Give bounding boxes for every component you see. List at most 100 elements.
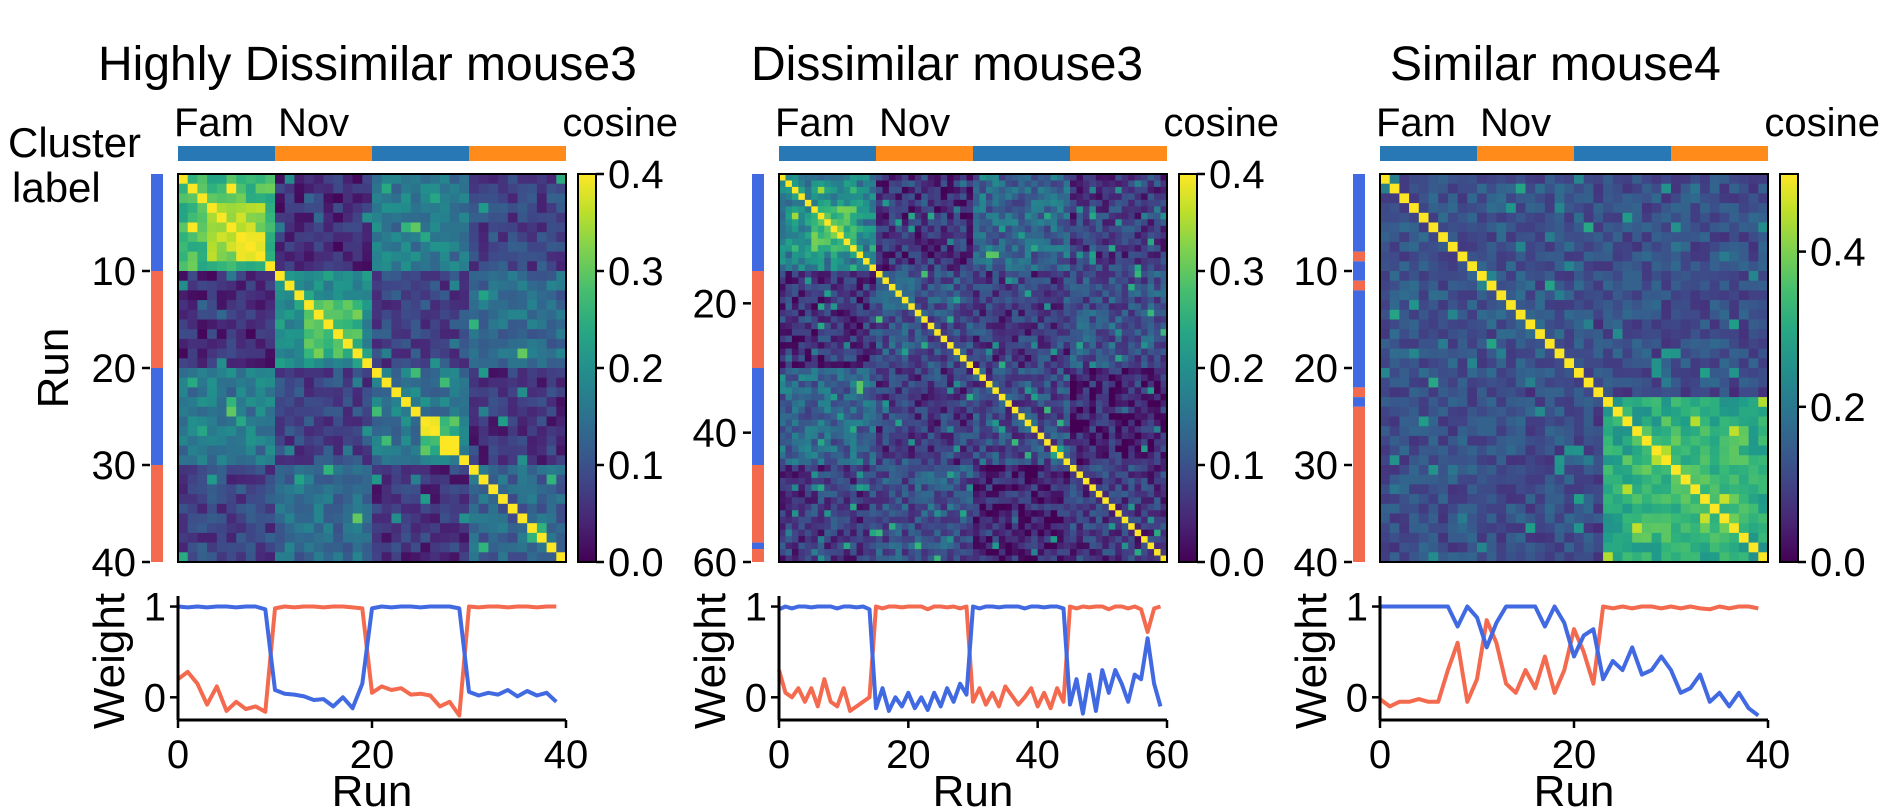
heatmap-cell — [1031, 445, 1039, 453]
heatmap-cell — [798, 283, 806, 291]
heatmap-cell — [498, 455, 509, 466]
heatmap-cell — [843, 283, 851, 291]
heatmap-cell — [245, 319, 257, 330]
heatmap-cell — [882, 329, 890, 337]
heatmap-cell — [236, 183, 247, 194]
heatmap-cell — [333, 358, 344, 369]
heatmap-cell — [779, 471, 787, 479]
heatmap-cell — [1082, 477, 1090, 485]
heatmap-cell — [236, 271, 247, 282]
heatmap-cell — [998, 174, 1006, 182]
heatmap-cell — [1147, 238, 1155, 246]
heatmap-cell — [284, 368, 295, 379]
heatmap-cell — [908, 419, 916, 427]
heatmap-cell — [901, 516, 909, 524]
heatmap-cell — [294, 212, 305, 224]
heatmap-cell — [1031, 471, 1039, 479]
heatmap-cell — [1160, 439, 1168, 447]
heatmap-cell — [927, 432, 935, 440]
heatmap-cell — [1070, 387, 1078, 395]
heatmap-cell — [856, 232, 864, 240]
heatmap-cell — [1154, 413, 1162, 421]
heatmap-cell — [1134, 232, 1142, 240]
heatmap-cell — [1095, 458, 1103, 466]
heatmap-cell — [556, 348, 567, 359]
heatmap-cell — [934, 419, 942, 427]
heatmap-cell — [1160, 374, 1168, 382]
heatmap-cell — [546, 387, 557, 398]
heatmap-cell — [1076, 316, 1084, 324]
heatmap-cell — [1076, 503, 1084, 511]
heatmap-cell — [888, 452, 896, 460]
heatmap-cell — [255, 494, 266, 505]
heatmap-cell — [779, 484, 787, 492]
heatmap-cell — [1160, 290, 1168, 298]
heatmap-cell — [908, 180, 916, 188]
heatmap-cell — [333, 532, 344, 544]
heatmap-cell — [914, 368, 922, 376]
heatmap-cell — [850, 400, 858, 408]
heatmap-cell — [449, 348, 460, 359]
heatmap-cell — [1121, 342, 1129, 350]
heatmap-cell — [1057, 355, 1065, 363]
heatmap-cell — [556, 445, 567, 456]
heatmap-cell — [1076, 445, 1084, 453]
heatmap-cell — [498, 222, 509, 233]
heatmap-cell — [791, 439, 799, 447]
heatmap-cell — [1063, 477, 1071, 485]
heatmap-cell — [1005, 206, 1013, 214]
heatmap-cell — [304, 426, 315, 437]
heatmap-cell — [294, 377, 305, 388]
heatmap-cell — [226, 329, 237, 340]
heatmap-cell — [1082, 258, 1090, 266]
heatmap-cell — [895, 277, 903, 285]
heatmap-cell — [1128, 452, 1136, 460]
heatmap-cell — [197, 251, 208, 262]
heatmap-cell — [817, 445, 825, 453]
heatmap-cell — [226, 203, 237, 214]
heatmap-cell — [985, 458, 993, 466]
heatmap-cell — [1037, 471, 1045, 479]
heatmap-cell — [527, 348, 538, 359]
heatmap-cell — [1147, 335, 1155, 343]
heatmap-cell — [1108, 406, 1116, 414]
heatmap-cell — [1082, 277, 1090, 285]
heatmap-cell — [921, 355, 929, 363]
heatmap-cell — [1102, 271, 1110, 279]
heatmap-cell — [960, 348, 968, 356]
heatmap-cell — [1031, 400, 1039, 408]
heatmap-cell — [817, 523, 825, 531]
heatmap-cell — [1154, 232, 1162, 240]
heatmap-cell — [830, 258, 838, 266]
heatmap-cell — [791, 290, 799, 298]
heatmap-cell — [1018, 458, 1026, 466]
heatmap-cell — [478, 465, 489, 476]
heatmap-cell — [947, 316, 955, 324]
heatmap-cell — [1121, 290, 1129, 298]
heatmap-cell — [863, 251, 871, 259]
heatmap-cell — [1018, 516, 1026, 524]
heatmap-cell — [488, 397, 499, 408]
heatmap-cell — [817, 516, 825, 524]
heatmap-cell — [1005, 426, 1013, 434]
heatmap-cell — [362, 387, 373, 398]
heatmap-cell — [1031, 283, 1039, 291]
heatmap-cell — [546, 397, 557, 408]
heatmap-cell — [953, 193, 961, 201]
heatmap-cell — [226, 183, 237, 194]
heatmap-cell — [391, 203, 402, 214]
heatmap-cell — [1063, 439, 1071, 447]
heatmap-cell — [216, 503, 228, 515]
heatmap-cell — [1134, 510, 1142, 518]
heatmap-cell — [1063, 426, 1071, 434]
heatmap-cell — [927, 296, 935, 304]
heatmap-cell — [1018, 212, 1026, 220]
heatmap-cell — [372, 503, 383, 515]
heatmap-cell — [216, 465, 228, 476]
heatmap-cell — [985, 219, 993, 227]
heatmap-cell — [1141, 465, 1149, 473]
heatmap-cell — [342, 532, 354, 544]
heatmap-cell — [207, 377, 218, 388]
heatmap-cell — [960, 387, 968, 395]
heatmap-cell — [921, 361, 929, 369]
